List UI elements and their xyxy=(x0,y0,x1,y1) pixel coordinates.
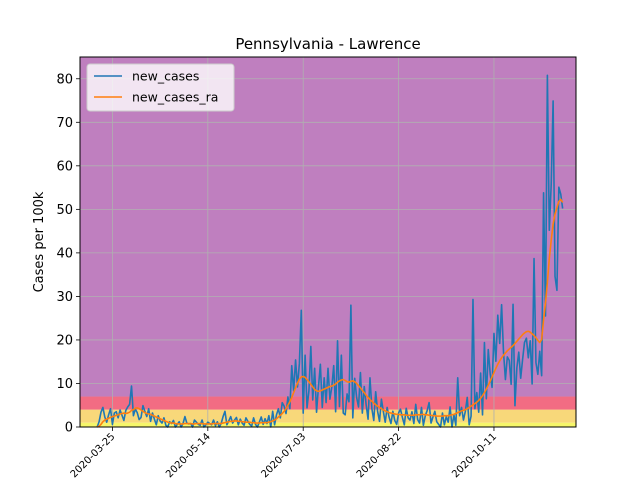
grid-lines xyxy=(80,57,576,428)
y-tick-label: 70 xyxy=(56,116,73,131)
chart-title: Pennsylvania - Lawrence xyxy=(235,35,420,53)
x-tick-label: 2020-10-11 xyxy=(450,431,499,480)
y-tick-label: 80 xyxy=(56,72,73,87)
y-axis-ticks: 0 10 20 30 40 50 60 70 80 xyxy=(56,72,80,436)
y-tick-label: 40 xyxy=(56,246,73,261)
y-tick-label: 50 xyxy=(56,203,73,218)
y-axis-label: Cases per 100k xyxy=(32,191,47,292)
y-tick-label: 60 xyxy=(56,159,73,174)
x-tick-label: 2020-05-14 xyxy=(164,431,213,480)
x-axis-ticks: 2020-03-25 2020-05-14 2020-07-03 2020-08-22… xyxy=(69,427,499,480)
y-tick-label: 20 xyxy=(56,333,73,348)
y-tick-label: 0 xyxy=(65,421,73,436)
x-tick-label: 2020-08-22 xyxy=(355,431,404,480)
legend-box xyxy=(86,63,235,112)
y-tick-label: 10 xyxy=(56,377,73,392)
x-tick-label: 2020-07-03 xyxy=(259,431,308,480)
y-tick-label: 30 xyxy=(56,290,73,305)
x-tick-label: 2020-03-25 xyxy=(69,431,118,480)
series-lines xyxy=(96,74,564,428)
series-line-new-cases-ra xyxy=(96,198,564,428)
plot-frame xyxy=(79,56,577,428)
legend: new_cases new_cases_ra xyxy=(86,63,235,112)
legend-label-new-cases-ra: new_cases_ra xyxy=(132,90,218,105)
threshold-band-0 xyxy=(80,422,576,427)
threshold-band-2 xyxy=(80,396,576,410)
series-line-new-cases xyxy=(96,74,564,428)
legend-label-new-cases: new_cases xyxy=(132,69,199,84)
